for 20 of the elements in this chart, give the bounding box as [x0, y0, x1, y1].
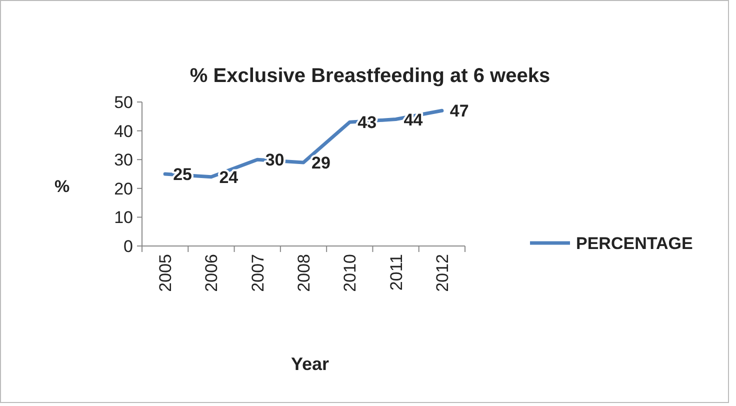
legend-label: PERCENTAGE: [576, 234, 693, 253]
y-tick-label: 40: [114, 122, 133, 141]
y-tick-label: 30: [114, 150, 133, 170]
data-label: 24: [219, 168, 239, 187]
chart-title: % Exclusive Breastfeeding at 6 weeks: [190, 65, 550, 87]
y-tick-label: 10: [114, 208, 133, 228]
x-tick-label: 2010: [340, 254, 360, 292]
y-axis-title: %: [54, 177, 70, 196]
y-tick-label: 20: [114, 179, 133, 198]
x-axis-title: Year: [290, 354, 330, 374]
x-tick-label: 2011: [386, 254, 406, 291]
x-tick-label: 2005: [156, 254, 176, 292]
x-tick-label: 2007: [248, 254, 268, 292]
y-tick-label: 0: [124, 237, 133, 256]
data-label: 47: [450, 102, 469, 121]
x-tick-label: 2012: [432, 254, 452, 292]
x-tick-label: 2006: [202, 254, 222, 292]
y-tick-label: 50: [114, 93, 133, 112]
data-label: 29: [312, 153, 330, 172]
x-tick-label: 2008: [294, 254, 314, 292]
